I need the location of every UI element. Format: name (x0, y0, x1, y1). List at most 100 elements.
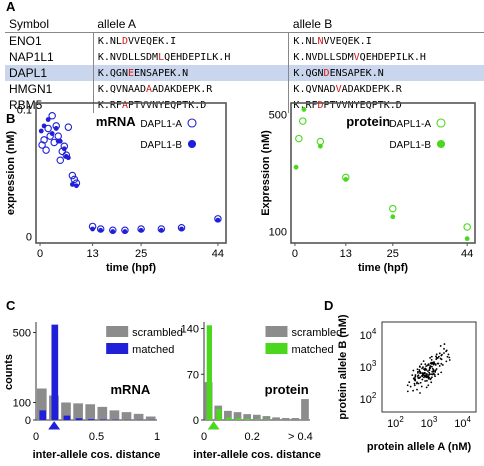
d-point (411, 374, 414, 377)
d-point (423, 376, 425, 379)
peptide-allele-a: K.NLDVVEQEK.I (92, 32, 289, 49)
d-point (419, 392, 421, 394)
amino-acid-change: D (121, 35, 128, 47)
d-point (445, 360, 448, 363)
d-point (428, 366, 431, 369)
protein-hist-legend-swatch (265, 343, 288, 354)
mrna-hist-bar-scrambled (73, 403, 83, 420)
mrna-hist-legend-label: matched (132, 344, 174, 356)
d-ytick-label: 102 (360, 391, 377, 406)
amino-acid-change: N (317, 35, 324, 47)
amino-acid-change: A (121, 99, 128, 111)
gene-symbol: RBM5 (9, 98, 43, 112)
mrna-scatter-point-a (42, 146, 50, 154)
d-point (413, 382, 416, 385)
protein-hist-legend-label: scrambled (291, 327, 342, 339)
mrna-hist-bar-scrambled (61, 402, 71, 420)
mrna-scatter-point-b (57, 138, 63, 144)
d-point (437, 356, 439, 359)
protein-scatter-title: protein (346, 114, 390, 129)
mrna-scatter-point-b (41, 123, 47, 129)
d-point (425, 369, 428, 371)
d-xlabel: protein allele A (nM) (367, 441, 472, 453)
mrna-hist-bar-scrambled (109, 410, 120, 420)
mrna-scatter-point-b (61, 146, 67, 152)
mrna-hist-bar-matched (39, 410, 47, 420)
panel-letter-c: C (6, 298, 16, 313)
d-point (419, 366, 421, 368)
d-point (428, 376, 431, 379)
protein-hist-bar-matched (264, 419, 270, 420)
protein-hist-triangle-marker (207, 421, 220, 430)
d-point (418, 370, 421, 373)
mrna-hist-bar-scrambled (97, 406, 108, 420)
protein-hist-bar-scrambled (252, 414, 261, 420)
mrna-scatter-xtick-label: 44 (212, 248, 224, 260)
mrna-hist-bar-scrambled (121, 412, 132, 420)
protein-scatter-ytick-label: 100 (269, 226, 287, 238)
panel-letter-a: A (6, 0, 16, 14)
d-point (422, 360, 425, 363)
mrna-hist-legend-label: scrambled (132, 327, 183, 339)
mrna-scatter-point-b (65, 155, 71, 161)
mrna-hist-ytick-label: 0 (25, 415, 31, 427)
d-point (440, 362, 443, 365)
peptide-allele-a: K.QGNEENSAPEK.N (92, 65, 289, 81)
mrna-hist-bar-matched (51, 324, 59, 420)
d-ytick-label: 103 (360, 359, 377, 374)
mrna-scatter-point-a (70, 175, 79, 184)
protein-scatter-point-b (343, 177, 349, 182)
mrna-hist-bar-scrambled (36, 388, 47, 420)
protein-scatter-point-a (298, 117, 307, 125)
d-ytick-label: 104 (360, 327, 377, 342)
d-point (421, 378, 424, 381)
d-point (426, 373, 429, 376)
mrna-scatter-ylabel: expression (nM) (5, 130, 17, 215)
d-point (422, 368, 425, 371)
mrna-scatter-point-b (53, 126, 59, 131)
d-point (432, 369, 435, 371)
mrna-scatter-point-b (158, 227, 164, 233)
mrna-scatter-legend-marker (187, 139, 197, 149)
d-point (443, 352, 445, 354)
mrna-hist-bar-scrambled (85, 404, 96, 420)
d-point (430, 363, 433, 365)
protein-scatter-point-b (390, 214, 396, 220)
peptide-allele-a: K.RFAPTVVNYEQPTK.D (92, 97, 289, 113)
d-point (441, 364, 444, 366)
mrna-scatter-title: mRNA (96, 114, 136, 129)
protein-scatter-point-a (463, 223, 471, 231)
table-row: NAP1L1 K.NVDLLSDMLQEHDEPILK.H K.NVDLLSDMVQ… (5, 49, 484, 65)
peptide-allele-a: K.QVNAADAADAKDEPK.R (92, 81, 289, 97)
d-point (430, 373, 433, 376)
d-xtick-label: 102 (387, 415, 404, 430)
peptide-allele-b: K.NVDLLSDMVQEHDEPILK.H (288, 49, 484, 65)
d-point (443, 343, 446, 345)
d-point (434, 369, 437, 372)
protein-scatter-point-a (389, 204, 397, 213)
d-point (413, 384, 416, 387)
d-point (439, 357, 442, 360)
d-point (433, 362, 435, 364)
mrna-hist-bar-matched (75, 418, 83, 420)
d-point (423, 372, 426, 375)
panel-letter-d: D (324, 298, 334, 313)
d-point (418, 369, 421, 371)
protein-scatter-point-a (316, 137, 325, 146)
d-point (425, 375, 427, 378)
d-point (417, 374, 420, 377)
d-point (421, 367, 423, 370)
protein-hist-bar-matched (216, 408, 222, 420)
protein-scatter-point-a (295, 134, 303, 143)
d-point (448, 359, 451, 361)
protein-hist-bar-matched (254, 419, 261, 420)
peptide-allele-b: K.QGNDENSAPEK.N (288, 65, 484, 81)
hist-ylabel: counts (3, 354, 15, 390)
protein-scatter-xtick-label: 0 (292, 248, 298, 260)
amino-acid-change: D (317, 99, 324, 111)
mrna-hist-bar-matched (63, 415, 71, 420)
d-point (417, 376, 420, 379)
mrna-hist-title: mRNA (111, 382, 151, 397)
d-point (440, 371, 443, 374)
mrna-hist-xtick-label: 1 (154, 431, 160, 443)
